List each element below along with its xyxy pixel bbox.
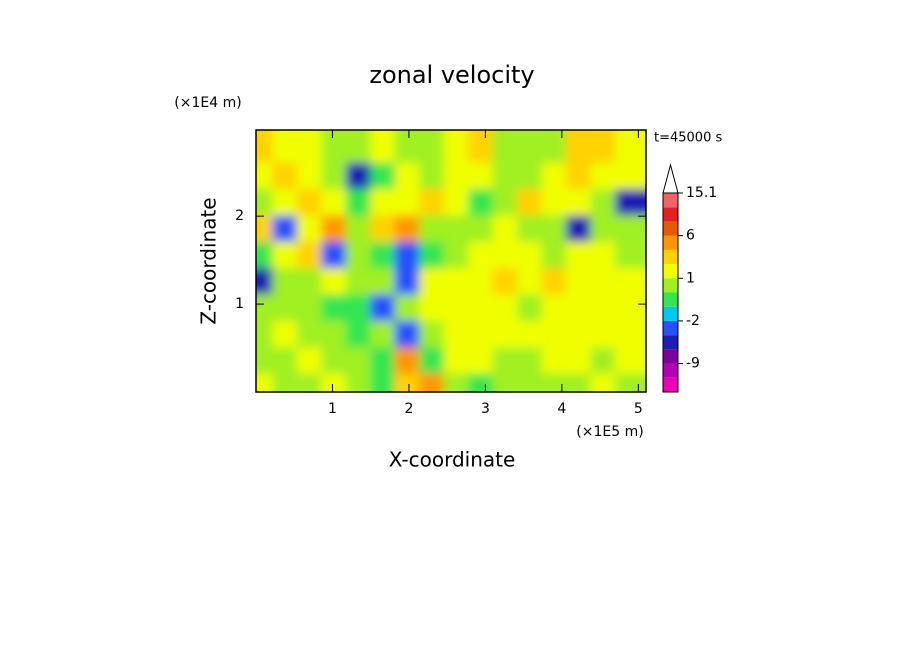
chart-title: zonal velocity: [369, 61, 534, 89]
y-tick-label: 1: [235, 296, 244, 312]
colorbar-tick-label: -2: [686, 313, 700, 329]
y-unit: (×1E4 m): [174, 95, 241, 111]
x-tick-label: 3: [481, 401, 490, 417]
colorbar-segment: [663, 363, 678, 378]
colorbar-tick-label: -9: [686, 356, 700, 372]
x-tick-label: 1: [328, 401, 337, 417]
contour-field: [256, 130, 646, 392]
x-tick-label: 2: [404, 401, 413, 417]
colorbar-segment: [663, 335, 678, 350]
colorbar-segment: [663, 249, 678, 265]
time-label: t=45000 s: [654, 131, 722, 146]
colorbar-tick-label: 1: [686, 270, 695, 286]
colorbar-segment: [663, 292, 678, 307]
colorbar-segment: [663, 306, 678, 321]
colorbar-segment: [663, 278, 678, 293]
plot-frame: [255, 129, 647, 393]
colorbar-extension: [662, 163, 679, 194]
x-unit: (×1E5 m): [576, 424, 643, 440]
colorbar-segment: [663, 264, 678, 279]
colorbar-tick-label: 15.1: [686, 185, 717, 201]
colorbar-tick-label: 6: [686, 228, 695, 244]
colorbar-frame: [662, 192, 679, 393]
colorbar-segment: [663, 320, 678, 336]
contour-cell: [615, 130, 646, 163]
contour-cells: [256, 130, 646, 392]
colorbar-segment: [663, 193, 678, 208]
colorbar-segment: [663, 207, 678, 222]
colorbar-segment: [663, 221, 678, 236]
x-tick-label: 5: [634, 401, 643, 417]
colorbar-segment: [663, 377, 678, 392]
y-tick-label: 2: [235, 208, 244, 224]
x-axis-label: X-coordinate: [389, 448, 516, 472]
y-axis-label: Z-coordinate: [197, 197, 221, 324]
x-tick-label: 4: [557, 401, 566, 417]
colorbar-segment: [663, 349, 678, 364]
colorbar-segment: [663, 235, 678, 250]
